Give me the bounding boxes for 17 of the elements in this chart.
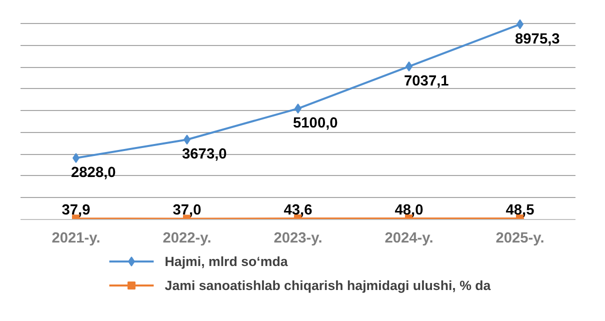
data-label: 48,0 <box>394 202 424 218</box>
x-tick-label: 2024-y. <box>384 230 434 246</box>
data-label: 43,6 <box>284 202 312 219</box>
data-label: 37,0 <box>172 202 202 219</box>
data-label: 2828,0 <box>71 164 116 181</box>
data-label: 7037,1 <box>404 73 449 90</box>
data-label: 48,5 <box>506 202 534 218</box>
legend-label: Jami sanoatishlab chiqarish hajmidagi ulushi, % da <box>164 278 492 293</box>
x-tick-label: 2025-y. <box>496 230 544 246</box>
data-label: 37,9 <box>62 202 90 219</box>
x-tick-label: 2022-y. <box>162 230 212 246</box>
data-label: 5100,0 <box>293 116 338 132</box>
x-tick-label: 2023-y. <box>274 230 322 246</box>
data-label: 8975,3 <box>515 31 560 48</box>
legend-label: Hajmi, mlrd so‘mda <box>164 254 288 269</box>
x-tick-label: 2021-y. <box>52 230 100 246</box>
data-label: 3673,0 <box>182 146 227 163</box>
